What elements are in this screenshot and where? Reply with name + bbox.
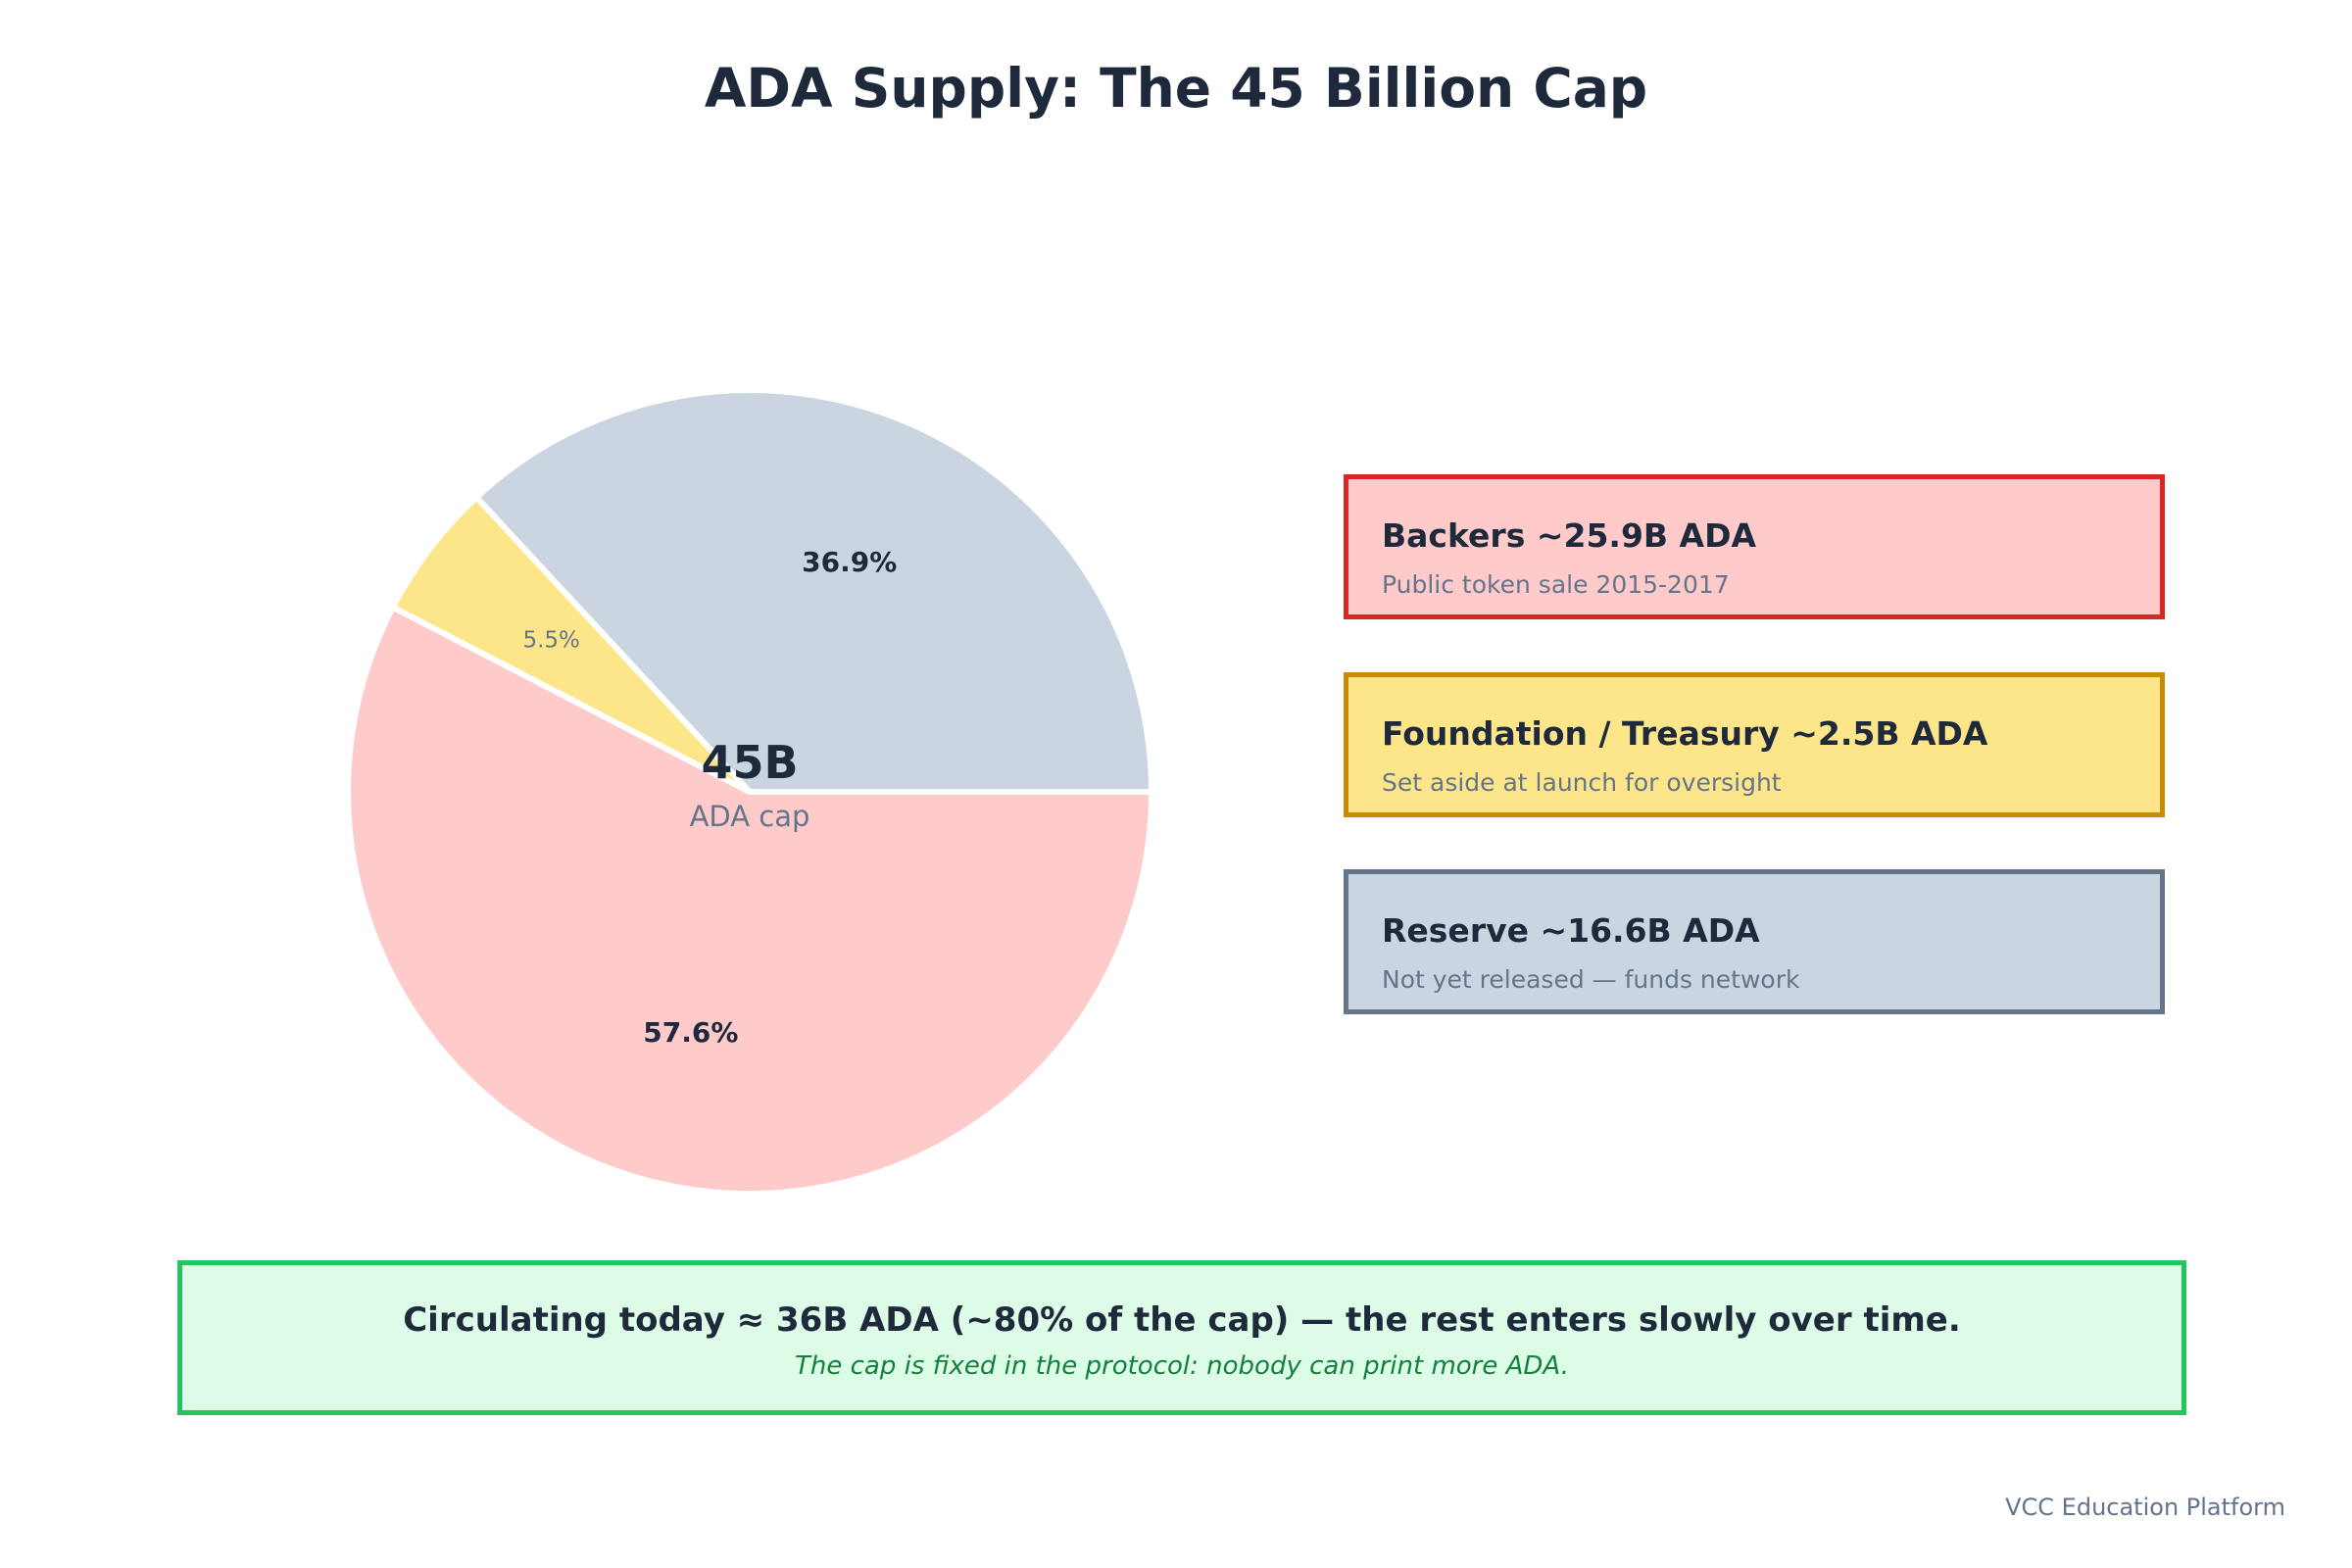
chart-title: ADA Supply: The 45 Billion Cap [704, 57, 1648, 120]
summary-main-text: Circulating today ≈ 36B ADA (~80% of the… [403, 1300, 1961, 1340]
summary-callout: Circulating today ≈ 36B ADA (~80% of the… [177, 1260, 2186, 1415]
pie-labels: 57.6% 5.5% 36.9% [522, 546, 897, 1049]
legend-item-foundation: Foundation / Treasury ~2.5B ADA Set asid… [1344, 672, 2165, 817]
legend-item-backers: Backers ~25.9B ADA Public token sale 201… [1344, 474, 2165, 619]
legend-subtitle: Public token sale 2015-2017 [1382, 570, 1730, 599]
legend-title: Foundation / Treasury ~2.5B ADA [1382, 714, 1988, 753]
pie-slice-reserve [473, 387, 1154, 795]
credit-text: VCC Education Platform [2005, 1494, 2285, 1521]
pie-center-value: 45B [701, 736, 798, 789]
pie-slice-label: 36.9% [802, 546, 897, 578]
pie-center-label: ADA cap [690, 800, 810, 833]
pie-slice-label: 57.6% [643, 1016, 738, 1049]
legend-subtitle: Not yet released — funds network [1382, 965, 1800, 994]
legend-item-reserve: Reserve ~16.6B ADA Not yet released — fu… [1344, 869, 2165, 1014]
legend-subtitle: Set aside at launch for oversight [1382, 768, 1782, 797]
legend-title: Reserve ~16.6B ADA [1382, 911, 1760, 950]
legend-title: Backers ~25.9B ADA [1382, 516, 1757, 555]
pie-slice-backers [345, 604, 1154, 1197]
pie-slice-label: 5.5% [522, 628, 579, 654]
pie-slices [345, 387, 1154, 1197]
summary-sub-text: The cap is fixed in the protocol: nobody… [795, 1351, 1569, 1381]
